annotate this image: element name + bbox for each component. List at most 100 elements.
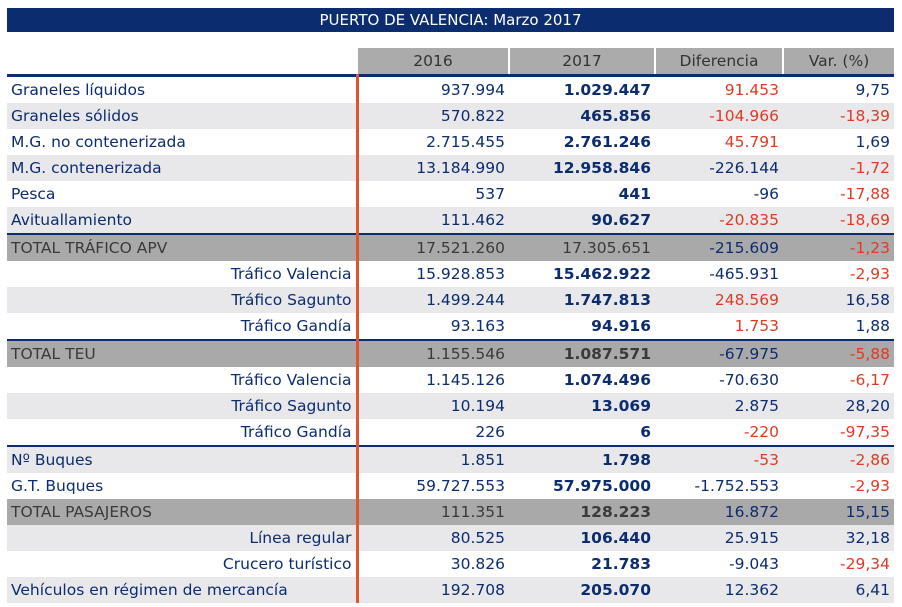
value-var: -29,34 [840, 555, 890, 573]
value-2016: 570.822 [357, 103, 509, 129]
value-diferencia: 12.362 [655, 577, 783, 603]
value-diferencia: 2.875 [655, 393, 783, 419]
value-2016: 2.715.455 [426, 133, 505, 151]
value-var: -97,35 [840, 423, 890, 441]
value-2016: 111.351 [357, 499, 509, 525]
value-2017: 13.069 [509, 393, 655, 419]
row-label: TOTAL PASAJEROS [7, 499, 359, 525]
value-2017: 106.440 [509, 525, 655, 551]
table-row: Nº Buques 1.851 1.798 -53 -2,86 [7, 446, 894, 473]
value-diferencia: -1.752.553 [694, 477, 779, 495]
table-row: Línea regular 80.525 106.440 25.915 32,18 [7, 525, 894, 551]
table-row: Pesca 537 441 -96 -17,88 [7, 181, 894, 207]
value-diferencia: -20.835 [655, 207, 783, 234]
value-2016: 17.521.260 [357, 234, 509, 261]
value-diferencia: -215.609 [655, 234, 783, 261]
value-diferencia: -53 [655, 446, 783, 473]
row-label: Tráfico Sagunto [7, 393, 359, 419]
value-var: -2,93 [849, 265, 890, 283]
row-label: Tráfico Gandía [7, 419, 359, 446]
value-var: 9,75 [855, 81, 890, 99]
table-row: M.G. no contenerizada 2.715.455 2.761.246 4… [7, 129, 894, 155]
table-row: Tráfico Valencia 1.145.126 1.074.496 -70.63… [7, 367, 894, 393]
value-diferencia: 248.569 [655, 287, 783, 313]
column-header-var: Var. (%) [782, 48, 894, 76]
row-label: TOTAL TEU [7, 340, 359, 367]
row-label: G.T. Buques [7, 473, 359, 499]
value-diferencia: -9.043 [729, 555, 779, 573]
table-row: Avituallamiento 111.462 90.627 -20.835 -18,6… [7, 207, 894, 234]
traffic-table: 2016 2017 Diferencia Var. (%) Graneles l… [7, 48, 894, 603]
table-row: Tráfico Gandía 226 6 -220 -97,35 [7, 419, 894, 446]
value-2017: 1.029.447 [563, 81, 651, 99]
value-2016: 80.525 [357, 525, 509, 551]
row-label: TOTAL TRÁFICO APV [7, 234, 359, 261]
value-var: -5,88 [783, 340, 894, 367]
row-label: Nº Buques [7, 446, 359, 473]
row-label: Tráfico Sagunto [7, 287, 359, 313]
value-2016: 192.708 [357, 577, 509, 603]
value-diferencia: 91.453 [724, 81, 779, 99]
value-diferencia: 1.753 [734, 317, 779, 335]
table-row: TOTAL TRÁFICO APV 17.521.260 17.305.651 -21… [7, 234, 894, 261]
value-var: 1,88 [855, 317, 890, 335]
value-2016: 1.145.126 [426, 371, 505, 389]
table-row: Tráfico Valencia 15.928.853 15.462.922 -465… [7, 261, 894, 287]
value-var: 1,69 [855, 133, 890, 151]
value-2017: 1.074.496 [563, 371, 651, 389]
row-label: Graneles líquidos [7, 75, 359, 103]
table-title: PUERTO DE VALENCIA: Marzo 2017 [7, 8, 894, 32]
value-2016: 1.499.244 [357, 287, 509, 313]
column-header-row: 2016 2017 Diferencia Var. (%) [7, 48, 894, 76]
value-var: -17,88 [840, 185, 890, 203]
value-diferencia: -220 [743, 423, 779, 441]
value-2017: 12.958.846 [509, 155, 655, 181]
row-label: Graneles sólidos [7, 103, 359, 129]
value-2017: 21.783 [591, 555, 651, 573]
column-header-2017: 2017 [508, 48, 655, 76]
row-label: Crucero turístico [7, 551, 359, 577]
row-label: Tráfico Valencia [7, 261, 359, 287]
table-row: Crucero turístico 30.826 21.783 -9.043 -29,3… [7, 551, 894, 577]
value-diferencia: -465.931 [709, 265, 779, 283]
row-label: Vehículos en régimen de mercancía [7, 577, 359, 603]
table-row: Tráfico Gandía 93.163 94.916 1.753 1,88 [7, 313, 894, 340]
value-var: -18,69 [783, 207, 894, 234]
value-diferencia: -226.144 [655, 155, 783, 181]
value-2016: 1.851 [357, 446, 509, 473]
value-2017: 205.070 [509, 577, 655, 603]
value-2017: 57.975.000 [552, 477, 651, 495]
value-2017: 441 [618, 185, 651, 203]
blank-header [7, 48, 357, 76]
value-diferencia: -70.630 [719, 371, 779, 389]
table-row: Graneles líquidos 937.994 1.029.447 91.453 9… [7, 75, 894, 103]
value-var: -2,86 [783, 446, 894, 473]
value-var: 32,18 [783, 525, 894, 551]
value-2017: 1.747.813 [509, 287, 655, 313]
value-2017: 94.916 [591, 317, 651, 335]
value-2016: 59.727.553 [416, 477, 505, 495]
value-2016: 10.194 [357, 393, 509, 419]
value-2017: 2.761.246 [563, 133, 651, 151]
value-2016: 537 [475, 185, 505, 203]
value-var: 16,58 [783, 287, 894, 313]
value-2016: 1.155.546 [357, 340, 509, 367]
value-diferencia: 16.872 [655, 499, 783, 525]
table-row: G.T. Buques 59.727.553 57.975.000 -1.752.55… [7, 473, 894, 499]
value-2017: 1.087.571 [509, 340, 655, 367]
table-row: Graneles sólidos 570.822 465.856 -104.966 -1… [7, 103, 894, 129]
value-2017: 1.798 [509, 446, 655, 473]
value-var: 28,20 [783, 393, 894, 419]
value-diferencia: 25.915 [655, 525, 783, 551]
row-label: Tráfico Gandía [7, 313, 359, 340]
value-2017: 465.856 [509, 103, 655, 129]
row-label: Pesca [7, 181, 359, 207]
value-2016: 937.994 [440, 81, 505, 99]
table-row: TOTAL TEU 1.155.546 1.087.571 -67.975 -5,88 [7, 340, 894, 367]
row-label: Línea regular [7, 525, 359, 551]
value-2016: 111.462 [357, 207, 509, 234]
table-row: Vehículos en régimen de mercancía 192.708… [7, 577, 894, 603]
value-var: -1,23 [783, 234, 894, 261]
value-diferencia: 45.791 [724, 133, 779, 151]
value-2016: 93.163 [450, 317, 505, 335]
